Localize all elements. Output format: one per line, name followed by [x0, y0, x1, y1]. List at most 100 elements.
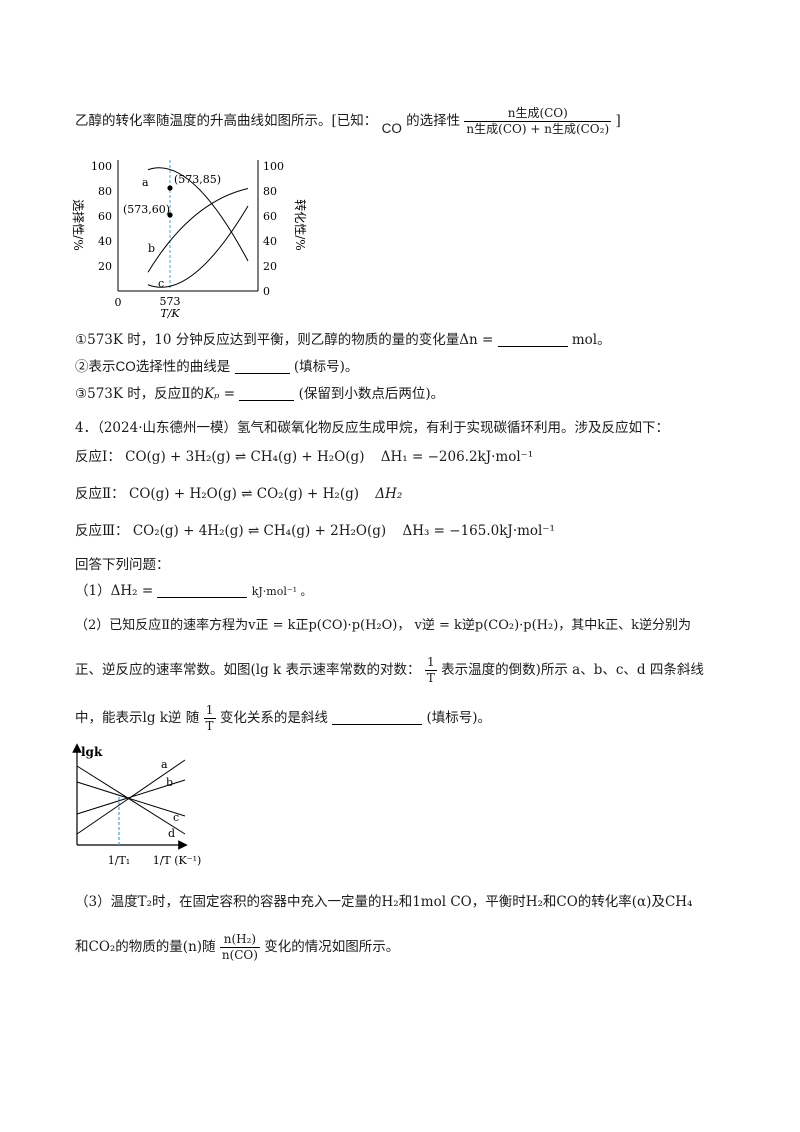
chart1-axes — [117, 160, 259, 292]
reaction-3-equation: CO₂(g) + 4H₂(g) ⇌ CH₄(g) + 2H₂O(g) — [132, 523, 387, 539]
lgk-vs-inverse-t-chart: lgk a b c d 1/T₁ 1/T (K⁻¹) — [72, 743, 202, 867]
q1-text: ①573K 时，10 分钟反应达到平衡，则乙醇的物质的量的变化量Δn = — [75, 332, 494, 348]
reaction-1-label: 反应Ⅰ： — [75, 449, 121, 465]
p2-inverse-t-fraction-2: 1 T — [203, 703, 216, 734]
p2-inverse-t-fraction: 1 T — [424, 655, 437, 686]
reaction-3-label: 反应Ⅲ： — [75, 523, 129, 539]
p3-line2-a: 和CO₂的物质的量(n)随 — [75, 939, 216, 955]
part-2-line-2: 正、逆反应的速率常数。如图(lg k 表示速率常数的对数： 1 T 表示温度的倒… — [75, 655, 704, 686]
p2-frac2-den: T — [205, 719, 214, 733]
reaction-2-label: 反应Ⅱ： — [75, 486, 125, 502]
p2-line2-a: 正、逆反应的速率常数。如图(lg k 表示速率常数的对数： — [75, 662, 421, 678]
p2-line3-a: 中，能表示lg k逆 随 — [75, 710, 200, 726]
q3-prefix: ③573K 时，反应Ⅱ的 — [75, 386, 204, 402]
right-tick-label: 60 — [263, 210, 277, 223]
intro-line: 乙醇的转化率随温度的升高曲线如图所示。[已知： CO 的选择性 n生成(CO) … — [75, 106, 621, 137]
point-573-85 — [167, 185, 173, 191]
reaction-3: 反应Ⅲ： CO₂(g) + 4H₂(g) ⇌ CH₄(g) + 2H₂O(g) … — [75, 521, 555, 541]
part-3-line-1: （3）温度T₂时，在固定容积的容器中充入一定量的H₂和1mol CO，平衡时H₂… — [75, 894, 693, 910]
selectivity-text: 的选择性 — [406, 113, 461, 129]
p3-frac-den: n(CO) — [221, 948, 258, 962]
line-c — [76, 781, 186, 817]
line-b — [76, 779, 186, 815]
left-tick-label: 60 — [98, 210, 112, 223]
point-label-60: (573,60) — [123, 203, 170, 216]
selectivity-fraction: n生成(CO) n生成(CO) + n生成(CO₂) — [464, 106, 612, 137]
co-label: CO — [381, 121, 402, 136]
line-c-label: c — [173, 811, 179, 824]
reaction-2-enthalpy: ΔH₂ — [375, 486, 403, 502]
reaction-2-equation: CO(g) + H₂O(g) ⇌ CO₂(g) + H₂(g) — [128, 486, 360, 502]
p3-frac-num: n(H₂) — [219, 932, 260, 948]
p2-line3-b: 变化关系的是斜线 — [219, 710, 328, 726]
q1-unit: mol。 — [571, 332, 611, 348]
curve-b — [147, 188, 249, 273]
right-tick-label: 0 — [263, 285, 270, 298]
q2-prefix: ②表示 — [75, 359, 116, 375]
x-origin-tick: 0 — [115, 296, 122, 309]
right-axis-label: 转化性/% — [293, 199, 308, 250]
right-tick-label: 40 — [263, 235, 277, 248]
p1-answer-blank[interactable] — [157, 583, 248, 598]
right-tick-label: 20 — [263, 260, 277, 273]
curve-b-label: b — [148, 242, 155, 255]
line-d — [76, 765, 186, 835]
p1-prefix: （1）ΔH₂ = — [75, 583, 154, 599]
q2-answer-blank[interactable] — [234, 359, 290, 374]
fraction-numerator: n生成(CO) — [464, 106, 612, 122]
chart2-x-tick: 1/T₁ — [108, 854, 130, 867]
q2-suffix: 选择性的曲线是 — [135, 359, 231, 375]
q3-kp: Kₚ = — [203, 386, 236, 402]
left-tick-label: 100 — [91, 160, 112, 173]
left-axis-label: 选择性/% — [71, 199, 85, 250]
reaction-3-enthalpy: ΔH₃ = −165.0kJ·mol⁻¹ — [402, 523, 555, 539]
question-1: ①573K 时，10 分钟反应达到平衡，则乙醇的物质的量的变化量Δn = mol… — [75, 330, 611, 350]
curve-c — [147, 205, 249, 288]
question-3: ③573K 时，反应Ⅱ的Kₚ = (保留到小数点后两位)。 — [75, 384, 444, 404]
point-573-60 — [167, 212, 173, 218]
p2-frac-num: 1 — [424, 655, 437, 671]
part-2-line-1: （2）已知反应Ⅱ的速率方程为v正 = k正p(CO)·p(H₂O)， v逆 = … — [75, 618, 692, 633]
chart2-x-label: 1/T (K⁻¹) — [153, 854, 202, 867]
curve-c-label: c — [158, 277, 164, 290]
x-tick-573: 573 — [160, 295, 181, 308]
part-3-line-2: 和CO₂的物质的量(n)随 n(H₂) n(CO) 变化的情况如图所示。 — [75, 932, 399, 963]
reaction-1: 反应Ⅰ： CO(g) + 3H₂(g) ⇌ CH₄(g) + H₂O(g) ΔH… — [75, 447, 533, 467]
part-1: （1）ΔH₂ = kJ·mol⁻¹ 。 — [75, 581, 312, 602]
p2-frac-den: T — [426, 671, 435, 685]
curve-a — [147, 167, 249, 262]
chart2-y-label: lgk — [81, 745, 103, 759]
point-label-85: (573,85) — [174, 173, 221, 186]
q1-answer-blank[interactable] — [497, 332, 568, 347]
p2-answer-blank[interactable] — [332, 710, 423, 725]
left-tick-label: 20 — [98, 260, 112, 273]
answer-prompt: 回答下列问题： — [75, 557, 170, 573]
question-2: ②表示CO选择性的曲线是 (填标号)。 — [75, 357, 358, 377]
line-d-label: d — [168, 827, 175, 840]
intro-text: 乙醇的转化率随温度的升高曲线如图所示。[已知： — [75, 113, 378, 129]
problem-4-header: 4．（2024·山东德州一模）氢气和碳氧化物反应生成甲烷，有利于实现碳循环利用。… — [75, 420, 669, 436]
chart1-left-ticks: 100 80 60 40 20 — [91, 160, 112, 273]
curve-a-label: a — [142, 176, 149, 189]
fraction-denominator: n生成(CO) + n生成(CO₂) — [466, 122, 610, 136]
q3-after: (保留到小数点后两位)。 — [298, 386, 445, 402]
reaction-2: 反应Ⅱ： CO(g) + H₂O(g) ⇌ CO₂(g) + H₂(g) ΔH₂ — [75, 484, 402, 504]
line-b-label: b — [166, 776, 173, 789]
right-tick-label: 100 — [263, 160, 284, 173]
q3-answer-blank[interactable] — [239, 386, 295, 401]
part-2-line-3: 中，能表示lg k逆 随 1 T 变化关系的是斜线 (填标号)。 — [75, 703, 491, 734]
p2-frac2-num: 1 — [203, 703, 216, 719]
p2-line3-c: (填标号)。 — [426, 710, 491, 726]
left-tick-label: 80 — [98, 185, 112, 198]
intro-close: ] — [615, 113, 621, 129]
q2-after: (填标号)。 — [293, 359, 359, 375]
reaction-1-enthalpy: ΔH₁ = −206.2kJ·mol⁻¹ — [380, 449, 534, 465]
left-tick-label: 40 — [98, 235, 112, 248]
p2-line2-b: 表示温度的倒数)所示 a、b、c、d 四条斜线 — [441, 662, 704, 678]
selectivity-conversion-chart: 100 80 60 40 20 100 80 60 40 20 0 选择性/% 转化性/% 0 5… — [71, 160, 308, 320]
x-axis-label: T/K — [160, 307, 180, 320]
right-tick-label: 80 — [263, 185, 277, 198]
p3-line2-b: 变化的情况如图所示。 — [264, 939, 400, 955]
reaction-1-equation: CO(g) + 3H₂(g) ⇌ CH₄(g) + H₂O(g) — [125, 449, 365, 465]
p3-ratio-fraction: n(H₂) n(CO) — [219, 932, 260, 963]
